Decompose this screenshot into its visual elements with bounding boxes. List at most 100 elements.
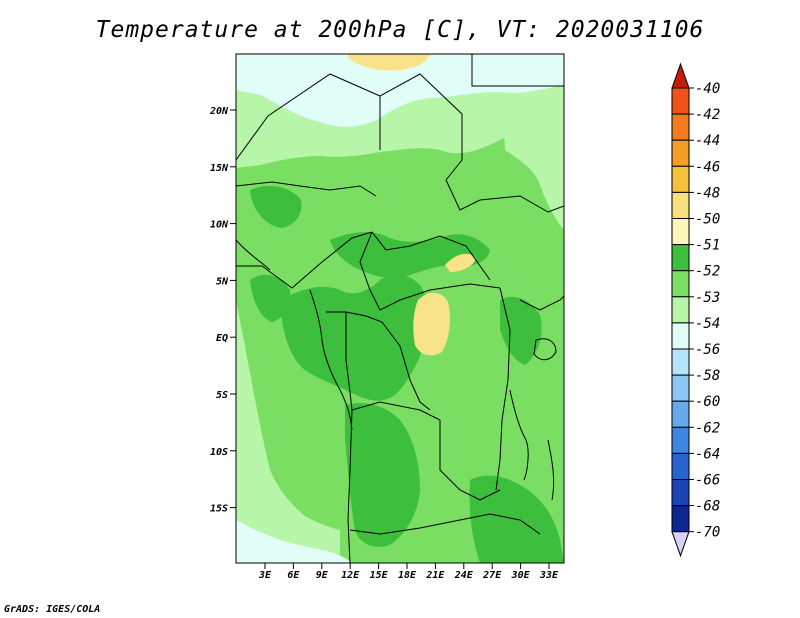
boundary-line	[351, 401, 501, 501]
colorbar-segment	[671, 113, 690, 141]
boundary-line	[379, 73, 463, 181]
colorbar-label: -40	[695, 81, 720, 97]
lake-shore	[509, 389, 529, 481]
field-level-54-northeast	[500, 54, 564, 230]
longitude-axis: 3E 6E 9E 12E 15E 18E 21E 24E 27E 30E 33E	[258, 563, 559, 581]
colorbar-segment	[671, 270, 690, 298]
longitude-label: 3E	[258, 570, 272, 581]
field-level-54-east-patch	[520, 115, 556, 136]
boundary-line	[345, 312, 353, 411]
colorbar-label: -68	[695, 499, 720, 515]
boundary-line	[371, 231, 491, 281]
boundary-line	[347, 409, 353, 563]
boundary-line	[349, 513, 541, 535]
colorbar-segment	[671, 505, 690, 533]
longitude-label: 9E	[316, 570, 329, 581]
colorbar-segment	[671, 218, 690, 246]
longitude-label: 6E	[287, 570, 300, 581]
temperature-field	[236, 54, 564, 563]
latitude-axis: 20N 15N 10N 5N EQ 5S 10S 15S	[209, 106, 236, 515]
colorbar-segment	[671, 191, 690, 219]
colorbar-label: -56	[695, 342, 720, 358]
colorbar-segment	[671, 322, 690, 350]
colorbar-segment	[671, 139, 690, 167]
field-level-54-ocean-band	[236, 420, 340, 563]
latitude-label: 10S	[210, 447, 228, 458]
lake-shore	[547, 439, 555, 501]
longitude-label: 33E	[539, 570, 559, 581]
colorbar-label: -53	[695, 290, 720, 306]
field-level-52-north-center	[330, 232, 490, 278]
field-level-52-central	[280, 274, 430, 401]
colorbar-label: -42	[695, 107, 720, 123]
boundary-line	[359, 231, 501, 311]
colorbar-label: -66	[695, 473, 720, 489]
map-frame	[235, 53, 565, 564]
colorbar-label: -48	[695, 185, 720, 201]
colorbar-segment	[671, 244, 690, 272]
colorbar-segment	[671, 426, 690, 454]
footer-credit: GrADS: IGES/COLA	[4, 604, 101, 615]
colorbar-segment	[671, 452, 690, 480]
field-level-51-top	[348, 54, 430, 71]
boundary-line	[236, 73, 381, 161]
boundary-line	[471, 54, 564, 87]
field-level-52-south	[345, 403, 420, 547]
longitude-label: 12E	[341, 570, 360, 581]
colorbar-segment	[671, 348, 690, 376]
colorbar-label: -51	[695, 238, 720, 254]
field-level-52-west-coast	[250, 274, 291, 322]
colorbar-segment	[671, 479, 690, 507]
colorbar-label: -54	[695, 316, 720, 332]
color-legend: -40 -42 -44 -46 -48 -50 -51 -52 -53 -54 -56 -58 -60 -…	[671, 62, 720, 558]
longitude-label: 30E	[511, 570, 531, 581]
coastline	[339, 389, 353, 431]
latitude-label: 5S	[216, 390, 228, 401]
latitude-label: 15N	[210, 163, 229, 174]
colorbar-segment	[671, 165, 690, 193]
coastline	[236, 239, 271, 271]
boundary-line	[495, 287, 511, 491]
longitude-label: 21E	[425, 570, 445, 581]
boundary-line	[236, 181, 377, 197]
colorbar-label: -60	[695, 394, 720, 410]
colorbar-label: -70	[695, 525, 720, 541]
longitude-label: 18E	[398, 570, 417, 581]
boundary-line	[326, 311, 401, 347]
latitude-label: 15S	[210, 504, 228, 515]
latitude-label: 5N	[216, 276, 229, 287]
field-level-52-northwest	[250, 185, 302, 228]
coastline	[309, 289, 341, 391]
boundary-line	[236, 231, 373, 289]
field-level-55-southwest	[236, 520, 352, 563]
colorbar-label: -50	[695, 212, 720, 228]
country-boundaries	[236, 54, 564, 563]
colorbar-bottom-arrow	[671, 531, 690, 558]
longitude-label: 15E	[370, 570, 389, 581]
field-level-55-north	[236, 54, 564, 127]
longitude-label: 27E	[482, 570, 502, 581]
colorbar-top-arrow	[671, 62, 690, 89]
colorbar-label: -52	[695, 264, 720, 280]
field-level-51-center	[413, 292, 450, 356]
latitude-label: 20N	[209, 106, 229, 117]
longitude-label: 24E	[454, 570, 474, 581]
colorbar-segment	[671, 296, 690, 324]
colorbar-label: -44	[695, 133, 720, 149]
field-level-51-north	[445, 253, 476, 272]
colorbar-label: -58	[695, 368, 720, 384]
lake-shore	[533, 338, 557, 361]
boundary-line	[445, 179, 564, 213]
latitude-label: EQ	[216, 333, 228, 344]
colorbar-label: -62	[695, 420, 720, 436]
boundary-line	[519, 295, 564, 311]
colorbar-segment	[671, 400, 690, 428]
plot-title: Temperature at 200hPa [C], VT: 202003110…	[95, 17, 705, 43]
colorbar-label: -64	[695, 446, 720, 462]
colorbar-label: -46	[695, 159, 720, 175]
latitude-label: 10N	[210, 220, 229, 231]
field-level-52-east-strip	[500, 296, 542, 365]
boundary-line	[399, 345, 431, 411]
